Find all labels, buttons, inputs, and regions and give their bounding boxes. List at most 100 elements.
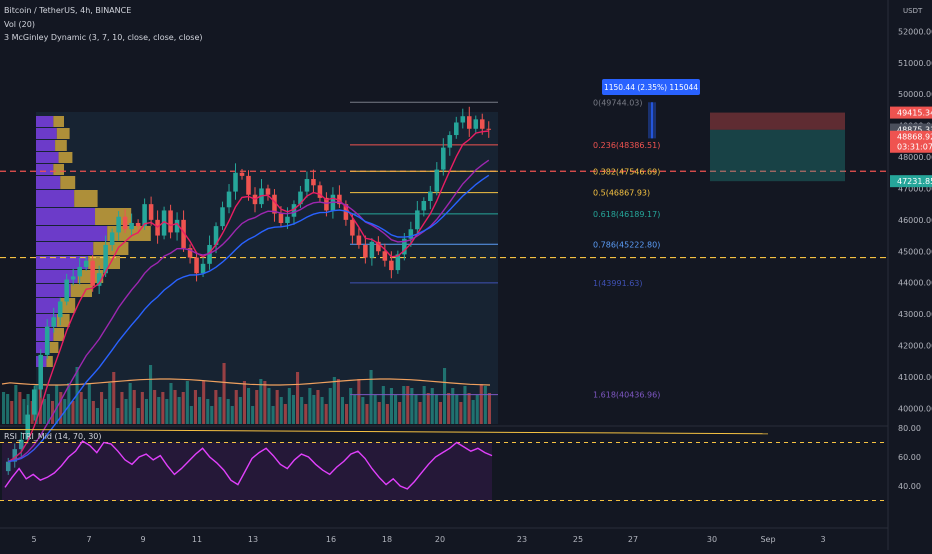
volume-bar bbox=[18, 392, 22, 424]
price-tag-gray: 48875.33 bbox=[897, 126, 932, 135]
price-tick-label: 47000.00 bbox=[898, 184, 932, 193]
candle-body bbox=[395, 254, 401, 271]
fib-level-label: 0(49744.03) bbox=[593, 98, 643, 107]
volume-profile-bar bbox=[36, 140, 56, 151]
rsi-trendline[interactable] bbox=[0, 428, 769, 435]
candle-body bbox=[213, 226, 219, 245]
price-tick-label: 42000.00 bbox=[898, 341, 932, 350]
volume-profile-bar bbox=[36, 208, 96, 225]
volume-bar bbox=[275, 390, 279, 424]
volume-bar bbox=[451, 388, 455, 424]
volume-bar bbox=[255, 390, 259, 424]
candle-body bbox=[239, 172, 245, 176]
volume-bar bbox=[177, 397, 181, 424]
time-tick-label: 18 bbox=[382, 535, 392, 544]
volume-ma-line bbox=[1, 378, 491, 386]
volume-bar bbox=[51, 401, 55, 424]
measure-range[interactable] bbox=[648, 102, 656, 139]
fib-level-label: 0.382(47546.69) bbox=[593, 167, 660, 176]
rsi-line[interactable] bbox=[4, 440, 493, 490]
symbol-legend[interactable]: Bitcoin / TetherUS, 4h, BINANCE bbox=[4, 6, 132, 15]
volume-bar bbox=[79, 392, 83, 424]
candle-body bbox=[96, 273, 102, 286]
volume-bar bbox=[67, 383, 71, 424]
mcginley-line[interactable] bbox=[7, 130, 489, 463]
volume-bar bbox=[279, 397, 283, 424]
candle-body bbox=[64, 279, 69, 302]
volume-profile-bar bbox=[46, 356, 53, 367]
candle-body bbox=[194, 257, 199, 274]
volume-bar bbox=[189, 406, 193, 424]
price-tick-label: 45000.00 bbox=[898, 247, 932, 256]
volume-bar bbox=[381, 386, 385, 424]
volume-bar bbox=[267, 388, 271, 424]
price-tick-label: 51000.00 bbox=[898, 59, 932, 68]
volume-bar bbox=[206, 399, 210, 424]
volume-bar bbox=[410, 388, 414, 424]
volume-bar bbox=[95, 408, 99, 424]
volume-bar bbox=[447, 393, 451, 424]
mcginley-legend[interactable]: 3 McGinley Dynamic (3, 7, 10, close, clo… bbox=[4, 33, 203, 42]
volume-bar bbox=[140, 392, 144, 424]
volume-bar bbox=[230, 406, 234, 424]
candle-body bbox=[103, 244, 108, 274]
candle-body bbox=[291, 204, 297, 217]
volume-bar bbox=[14, 385, 18, 424]
volume-bar bbox=[210, 406, 214, 424]
volume-bar bbox=[116, 408, 120, 424]
volume-bar bbox=[87, 383, 91, 424]
volume-bar bbox=[414, 395, 418, 424]
fib-level-label: 1(43991.63) bbox=[593, 279, 643, 288]
volume-bar bbox=[422, 386, 426, 424]
volume-bar bbox=[324, 404, 328, 424]
measure-label: 1150.44 (2.35%) 115044 bbox=[604, 83, 698, 92]
position-target-zone[interactable] bbox=[710, 129, 845, 182]
volume-bar bbox=[487, 393, 491, 424]
volume-bar bbox=[6, 394, 10, 424]
volume-profile-bar bbox=[58, 152, 73, 163]
volume-bar bbox=[198, 397, 202, 424]
candle-body bbox=[447, 135, 453, 148]
volume-profile-bar bbox=[36, 176, 61, 189]
volume-profile-bar bbox=[56, 128, 70, 139]
volume-profile-bar bbox=[49, 342, 59, 353]
fib-level-label: 1.618(40436.96) bbox=[593, 391, 660, 400]
volume-bar bbox=[398, 402, 402, 424]
price-tag-teal: 47231.85 bbox=[897, 177, 932, 186]
position-stop-zone[interactable] bbox=[710, 112, 845, 130]
volume-bar bbox=[185, 381, 189, 424]
volume-bar bbox=[308, 388, 312, 424]
time-tick-label: 3 bbox=[820, 535, 825, 544]
volume-bar bbox=[202, 381, 206, 424]
candle-body bbox=[467, 116, 472, 129]
time-tick-label: Sep bbox=[760, 535, 775, 544]
candle-body bbox=[51, 317, 56, 327]
rsi-tick-label: 60.00 bbox=[898, 453, 921, 462]
candle-body bbox=[116, 216, 121, 233]
volume-bar bbox=[328, 388, 332, 424]
candle-body bbox=[317, 185, 323, 198]
fib-level-label: 0.236(48386.51) bbox=[593, 141, 660, 150]
mcginley-line[interactable] bbox=[8, 174, 490, 463]
rsi-tick-label: 80.00 bbox=[898, 424, 921, 433]
price-tag-current-bg bbox=[890, 130, 932, 153]
volume-bar bbox=[320, 397, 324, 424]
mcginley-line[interactable] bbox=[8, 159, 490, 463]
volume-bar bbox=[402, 386, 406, 424]
volume-bar bbox=[22, 399, 26, 424]
volume-profile-bar bbox=[36, 284, 71, 297]
candle-body bbox=[441, 147, 446, 170]
price-tick-label: 50000.00 bbox=[898, 90, 932, 99]
volume-bar bbox=[287, 388, 291, 424]
volume-legend[interactable]: Vol (20) bbox=[4, 20, 35, 29]
volume-bar bbox=[434, 395, 438, 424]
price-tick-label: 48000.00 bbox=[898, 153, 932, 162]
currency-label: USDT bbox=[903, 7, 923, 15]
volume-bar bbox=[467, 393, 471, 424]
candle-body bbox=[356, 235, 362, 245]
volume-bar bbox=[153, 390, 157, 424]
rsi-legend[interactable]: RSI_TRI_Mid (14, 70, 30) bbox=[4, 432, 102, 441]
volume-bar bbox=[316, 390, 320, 424]
